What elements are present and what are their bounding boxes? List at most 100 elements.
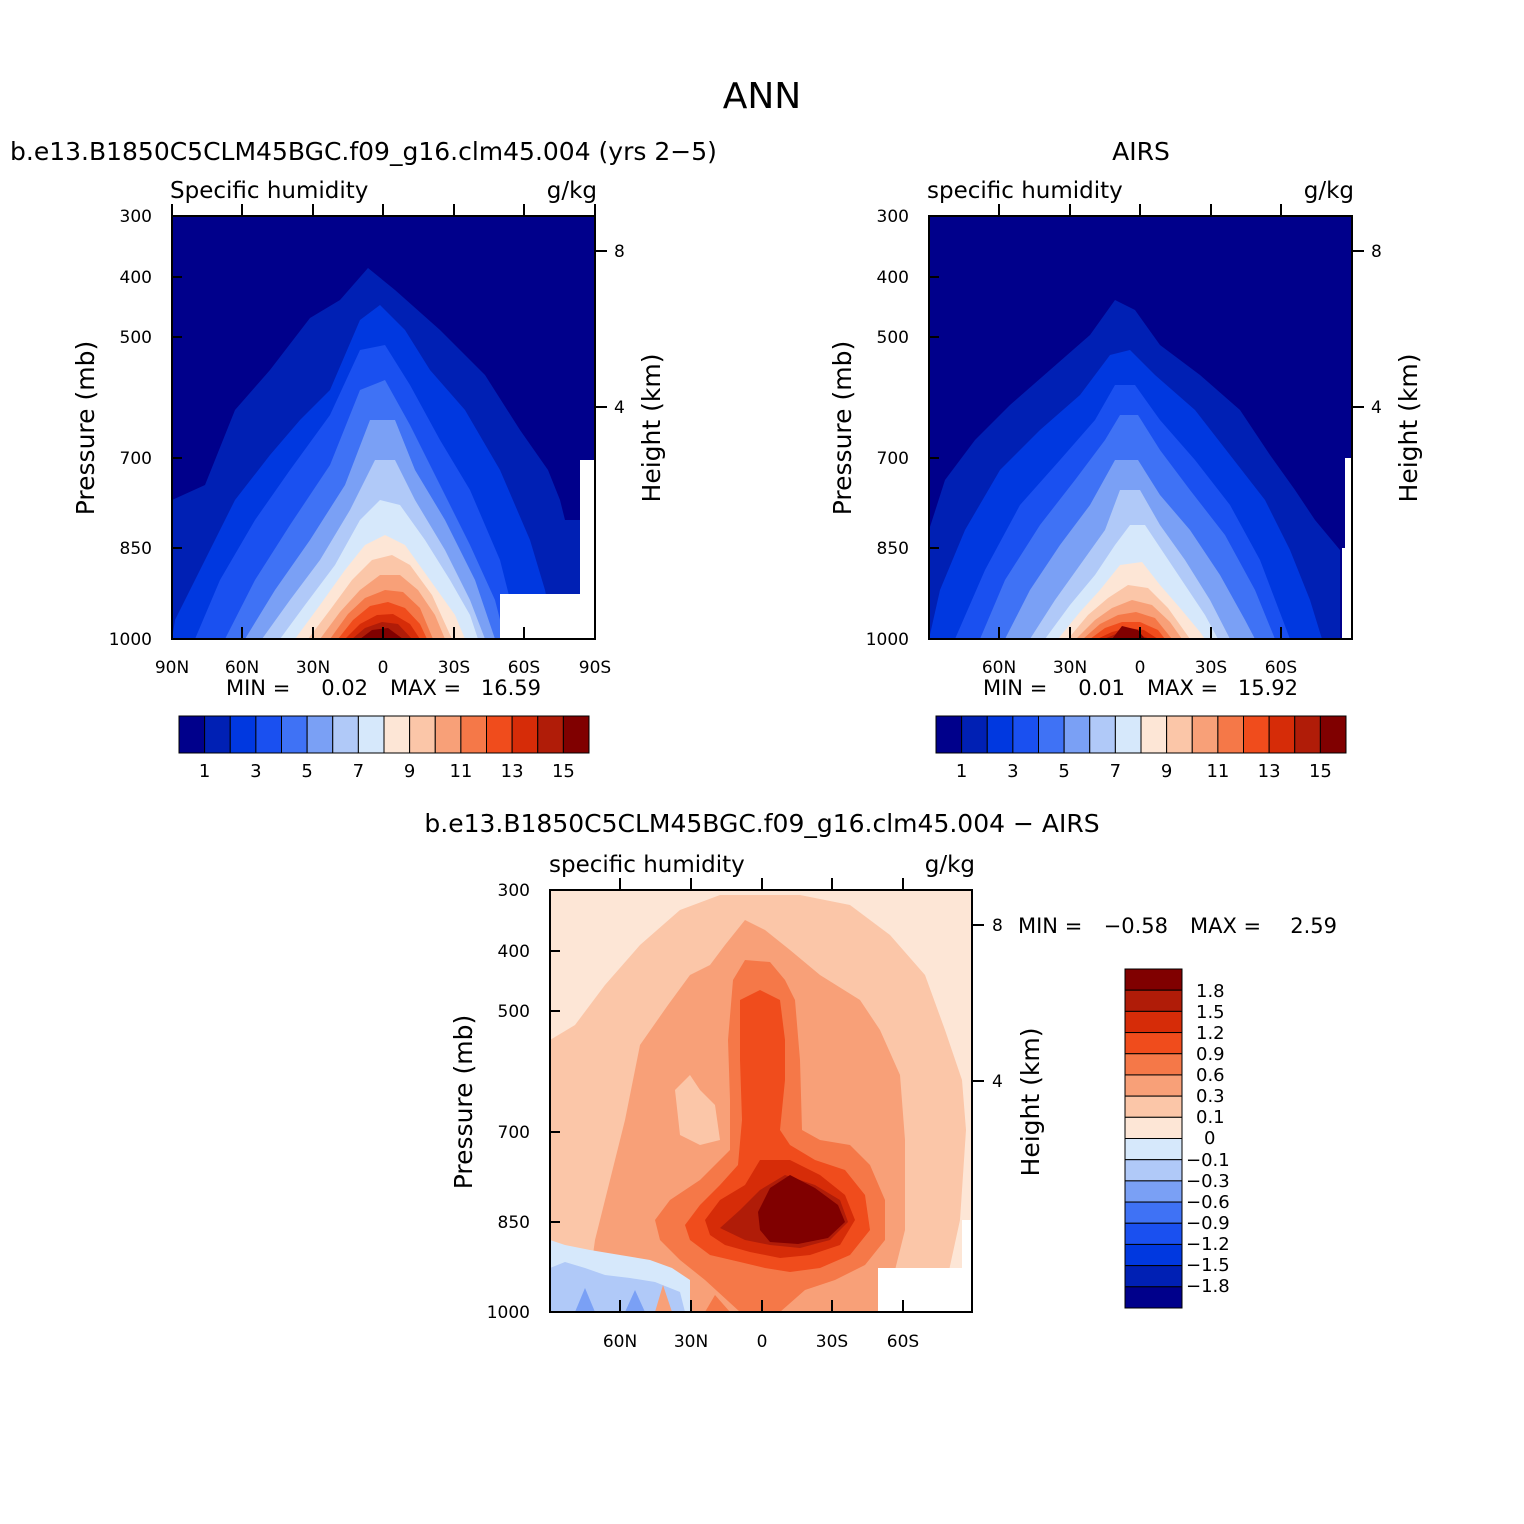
panel-obs-colorbar-label: 5 (1058, 761, 1069, 782)
panel-obs-xtick-label: 30S (1195, 658, 1227, 678)
colorbar-swatch (1268, 715, 1296, 754)
colorbar-swatch (178, 715, 206, 754)
panel-model-colorbar-label: 7 (353, 761, 364, 782)
panel-diff-colorbar-label: 1.5 (1196, 1002, 1225, 1023)
panel-diff-ytick-label: 300 (498, 881, 530, 901)
panel-model-colorbar-label: 15 (552, 761, 575, 782)
panel-obs-case-title: AIRS (1112, 137, 1170, 166)
panel-obs-y-ticks: 300 400 500 700 850 1000 8 4 (866, 207, 1382, 650)
panel-model-xtick-label: 90N (155, 658, 189, 678)
colorbar-swatch (1124, 1265, 1183, 1288)
colorbar-swatch (1243, 715, 1270, 754)
colorbar-swatch (434, 715, 462, 754)
panel-diff-colorbar-label: 0.3 (1196, 1086, 1225, 1107)
panel-diff-colorbar-label: −0.9 (1186, 1213, 1230, 1234)
colorbar-swatch (1124, 1053, 1183, 1076)
panel-model-min-value: 0.02 (321, 676, 368, 700)
panel-diff-x-ticks: 60N 30N 0 30S 60S (603, 878, 919, 1352)
panel-diff-colorbar-label: 1.2 (1196, 1023, 1225, 1044)
panel-obs-variable: specific humidity (927, 178, 1123, 204)
colorbar-swatch (1191, 715, 1219, 754)
panel-obs-max-value: 15.92 (1238, 676, 1298, 700)
panel-diff-ytick-label: 500 (498, 1002, 530, 1022)
panel-diff-min-label: MIN = (1018, 914, 1082, 938)
panel-model-colorbar-label: 9 (404, 761, 415, 782)
panel-model-xtick-label: 60S (508, 658, 540, 678)
panel-model-ytick-right-label: 4 (614, 398, 625, 418)
colorbar-swatch (1124, 1286, 1183, 1309)
colorbar-swatch (935, 715, 963, 754)
colorbar-swatch (1124, 1095, 1183, 1118)
colorbar-swatch (511, 715, 539, 754)
panel-model-colorbar-label: 13 (501, 761, 524, 782)
panel-model-max-value: 16.59 (481, 676, 541, 700)
colorbar-swatch (1319, 715, 1347, 754)
panel-diff-colorbar-label: −0.3 (1186, 1171, 1230, 1192)
panel-model-xtick-label: 30S (438, 658, 470, 678)
panel-diff-colorbar-label: −1.2 (1186, 1234, 1230, 1255)
colorbar-swatch (332, 715, 359, 754)
colorbar-swatch (1124, 1222, 1183, 1245)
figure-title: ANN (723, 76, 802, 117)
panel-obs: AIRS specific humidity g/kg (828, 137, 1423, 782)
panel-model-y-ticks: 300 400 500 700 850 1000 8 4 (109, 207, 625, 650)
colorbar-swatch (537, 715, 564, 754)
colorbar-swatch (961, 715, 988, 754)
colorbar-swatch (562, 715, 590, 754)
colorbar-swatch (486, 715, 513, 754)
colorbar-swatch (1217, 715, 1244, 754)
panel-diff-ytick-label: 700 (498, 1123, 530, 1143)
colorbar-swatch (1124, 1201, 1183, 1224)
panel-diff-colorbar-label: 0 (1204, 1128, 1215, 1149)
panel-obs-colorbar-labels: 1 3 5 7 9 11 13 15 (956, 761, 1332, 782)
panel-diff-ytick-label: 850 (498, 1213, 530, 1233)
panel-model-units: g/kg (547, 178, 597, 204)
panel-model-variable: Specific humidity (170, 178, 368, 204)
panel-model-xtick-label: 60N (225, 658, 259, 678)
colorbar-swatch (229, 715, 257, 754)
colorbar-swatch (986, 715, 1014, 754)
panel-model-colorbar-label: 1 (199, 761, 210, 782)
panel-obs-xtick-label: 60S (1265, 658, 1297, 678)
panel-diff-ytick-label: 1000 (487, 1303, 530, 1323)
panel-model: b.e13.B1850C5CLM45BGC.f09_g16.clm45.004 … (10, 137, 717, 782)
colorbar-swatch (383, 715, 411, 754)
panel-obs-xtick-label: 0 (1135, 658, 1146, 678)
panel-diff-xtick-label: 60N (603, 1332, 637, 1352)
panel-obs-colorbar-label: 1 (956, 761, 967, 782)
colorbar-swatch (1124, 1074, 1183, 1097)
panel-diff-colorbar-label: −0.6 (1186, 1192, 1230, 1213)
panel-obs-xtick-label: 30N (1053, 658, 1087, 678)
colorbar-swatch (1166, 715, 1193, 754)
panel-model-colorbar-label: 3 (250, 761, 261, 782)
colorbar-swatch (1124, 1010, 1183, 1034)
colorbar-swatch (204, 715, 231, 754)
panel-obs-colorbar-label: 15 (1309, 761, 1332, 782)
panel-diff-colorbar-label: −1.8 (1186, 1276, 1230, 1297)
panel-obs-units: g/kg (1304, 178, 1354, 204)
panel-model-xtick-label: 90S (579, 658, 611, 678)
panel-model-ytick-label: 700 (120, 449, 152, 469)
panel-diff-colorbar-label: −1.5 (1186, 1255, 1230, 1276)
panel-model-ytick-label: 400 (120, 268, 152, 288)
panel-obs-colorbar-label: 13 (1258, 761, 1281, 782)
panel-diff-xtick-label: 30N (674, 1332, 708, 1352)
panel-diff-ylabel: Pressure (mb) (449, 1015, 478, 1189)
colorbar-swatch (1124, 1180, 1183, 1203)
panel-obs-ylabel-right: Height (km) (1394, 354, 1423, 503)
panel-model-min-label: MIN = (226, 676, 290, 700)
panel-model-ytick-right-label: 8 (614, 242, 625, 262)
panel-obs-max-label: MAX = (1147, 676, 1218, 700)
colorbar-swatch (306, 715, 334, 754)
panel-model-contour-field (172, 216, 595, 639)
panel-obs-colorbar-label: 11 (1206, 761, 1229, 782)
panel-model-ylabel-right: Height (km) (637, 354, 666, 503)
colorbar-swatch (460, 715, 487, 754)
panel-model-colorbar-label: 11 (449, 761, 472, 782)
panel-obs-ytick-label: 700 (877, 449, 909, 469)
panel-diff-ytick-right-label: 8 (992, 916, 1003, 936)
colorbar-swatch (1124, 968, 1183, 991)
panel-obs-ytick-label: 500 (877, 328, 909, 348)
panel-obs-min-value: 0.01 (1078, 676, 1125, 700)
